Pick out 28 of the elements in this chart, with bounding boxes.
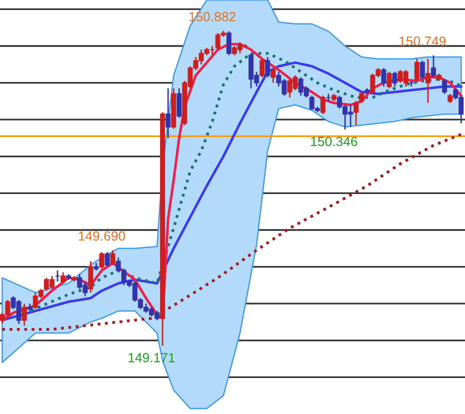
candlestick bbox=[359, 91, 364, 104]
candlestick bbox=[22, 302, 27, 326]
candlestick bbox=[104, 251, 110, 268]
candlestick bbox=[99, 251, 104, 270]
text: 150.749 bbox=[400, 36, 446, 46]
candlestick bbox=[166, 88, 171, 139]
candlestick bbox=[420, 60, 425, 80]
candlestick bbox=[354, 100, 359, 126]
candlestick bbox=[110, 250, 116, 266]
candlestick bbox=[392, 71, 398, 88]
candlestick bbox=[265, 56, 270, 78]
candlestick bbox=[448, 93, 453, 104]
candlestick bbox=[425, 58, 430, 104]
candlestick bbox=[260, 58, 265, 78]
candlestick bbox=[60, 272, 66, 284]
text: 150.882 bbox=[189, 12, 236, 22]
candlestick bbox=[176, 88, 182, 118]
candlestick bbox=[414, 58, 420, 82]
candlestick bbox=[430, 54, 436, 78]
candlestick bbox=[226, 30, 232, 56]
candlestick bbox=[270, 67, 276, 84]
candlestick bbox=[88, 260, 94, 294]
candlestick bbox=[320, 94, 326, 115]
candlestick bbox=[381, 67, 386, 88]
candlestick bbox=[386, 71, 392, 90]
candlestick bbox=[442, 78, 448, 95]
text: 150.346 bbox=[311, 136, 358, 146]
text: 149.690 bbox=[78, 231, 126, 241]
